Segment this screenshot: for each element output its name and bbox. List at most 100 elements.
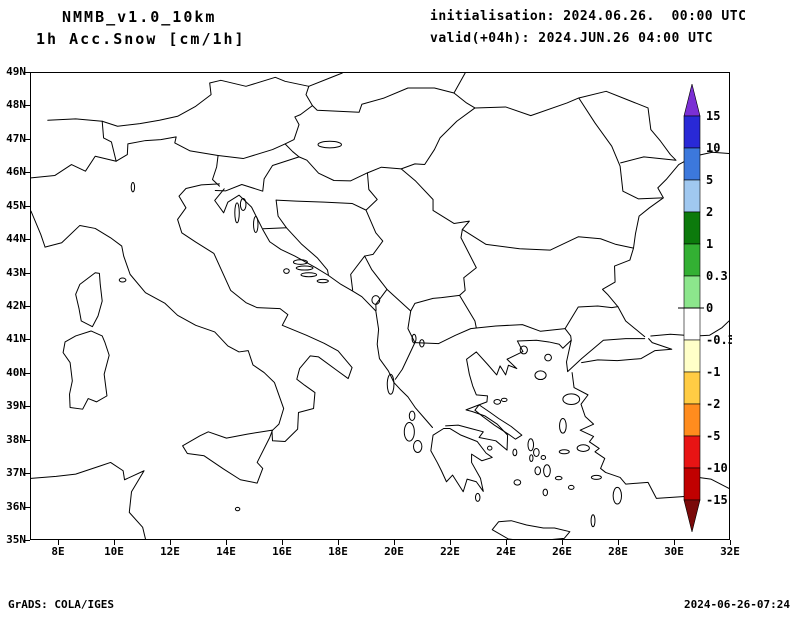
lat-axis-label: 47N <box>6 131 26 145</box>
coastline-path <box>603 152 729 336</box>
colorbar-label: 2 <box>706 205 713 219</box>
colorbar-label: 0.3 <box>706 269 728 283</box>
island <box>528 439 534 451</box>
island <box>544 465 551 477</box>
island <box>563 394 580 405</box>
island <box>296 266 313 270</box>
coastline-path <box>582 339 672 363</box>
island <box>559 450 569 454</box>
lon-axis-label: 32E <box>720 545 740 558</box>
island <box>414 440 422 452</box>
island <box>317 279 328 282</box>
lake <box>412 334 416 343</box>
country-border-path <box>263 200 286 229</box>
grads-credit: GrADS: COLA/IGES <box>8 598 114 611</box>
island <box>254 216 258 232</box>
island <box>534 448 540 456</box>
colorbar-arrow-down-icon <box>683 499 701 532</box>
island <box>591 515 595 527</box>
coastline-path <box>492 521 570 539</box>
lon-tick <box>730 540 731 545</box>
country-border-path <box>31 211 45 247</box>
island <box>591 475 601 479</box>
country-border-path <box>565 329 571 341</box>
lat-tick <box>25 540 30 541</box>
coastline-path <box>31 462 145 539</box>
island <box>301 273 317 277</box>
island <box>293 260 307 265</box>
country-border-path <box>31 137 218 178</box>
lat-axis-label: 49N <box>6 65 26 78</box>
country-border-path <box>401 93 475 169</box>
island <box>545 354 552 361</box>
lon-tick <box>674 540 675 545</box>
country-border-path <box>579 91 676 163</box>
lat-axis-label: 41N <box>6 332 26 346</box>
coastline-path <box>475 405 522 439</box>
lat-axis-label: 44N <box>6 232 26 246</box>
island <box>119 278 126 282</box>
lat-tick <box>25 138 30 140</box>
valid-time: valid(+04h): 2024.JUN.26 04:00 UTC <box>430 31 714 46</box>
lon-axis-label: 8E <box>51 545 65 558</box>
lat-axis-label: 43N <box>6 265 26 279</box>
colorbar-label: 1 <box>706 237 713 251</box>
colorbar-label: 10 <box>706 141 720 155</box>
colorbar-segment <box>683 115 701 149</box>
colorbar: 15 10 5 2 1 0.3 0 -0.3 -1 -2 -5 -10 -15 <box>678 84 732 532</box>
coastline-path <box>431 428 492 491</box>
colorbar-segment <box>683 339 701 373</box>
country-border-path <box>286 228 328 275</box>
island <box>543 489 547 496</box>
colorbar-label: -1 <box>706 365 720 379</box>
colorbar-segment <box>683 275 701 309</box>
lat-axis-label: 48N <box>6 98 26 112</box>
lat-axis-label: 38N <box>6 432 26 446</box>
lat-tick <box>25 306 30 307</box>
map-coastlines-svg <box>31 73 729 539</box>
island <box>577 445 589 452</box>
lon-tick <box>114 540 115 545</box>
coastline-path <box>446 339 645 451</box>
initialisation-time: initialisation: 2024.06.26. 00:00 UTC <box>430 9 747 24</box>
country-border-path <box>212 156 219 187</box>
island <box>613 487 621 504</box>
lat-axis-label: 45N <box>6 198 26 212</box>
colorbar-segment <box>683 147 701 181</box>
colorbar-label: 0 <box>706 301 713 315</box>
island <box>240 198 246 210</box>
island <box>409 411 415 420</box>
lat-tick <box>25 439 30 441</box>
lat-tick <box>25 272 30 274</box>
country-border-path <box>285 144 401 181</box>
lat-tick <box>25 506 30 508</box>
island <box>487 446 491 450</box>
lon-axis-label: 20E <box>384 545 404 558</box>
island <box>520 346 527 354</box>
island <box>404 423 414 442</box>
colorbar-label: 5 <box>706 173 713 187</box>
lake <box>318 141 341 148</box>
country-border-path <box>276 200 383 290</box>
lon-axis-label: 18E <box>328 545 348 558</box>
island <box>568 485 574 489</box>
lon-tick <box>394 540 395 545</box>
lat-axis-label: 39N <box>6 399 26 413</box>
island <box>560 419 567 434</box>
lat-axis-label: 35N <box>6 533 26 546</box>
lon-tick <box>618 540 619 545</box>
colorbar-label: 15 <box>706 109 720 123</box>
lon-tick <box>58 540 59 545</box>
country-border-path <box>365 256 387 289</box>
lat-axis-label: 37N <box>6 466 26 480</box>
lat-axis-label: 42N <box>6 299 26 312</box>
colorbar-arrow-up-icon <box>683 84 701 117</box>
field-title: 1h Acc.Snow [cm/1h] <box>36 30 246 48</box>
island <box>494 400 501 405</box>
lon-tick <box>450 540 451 545</box>
country-border-path <box>312 73 465 112</box>
country-border-path <box>218 86 312 158</box>
coastline-path <box>215 189 433 428</box>
model-title: NMMB_v1.0_10km <box>62 8 217 26</box>
country-border-path <box>395 295 459 379</box>
